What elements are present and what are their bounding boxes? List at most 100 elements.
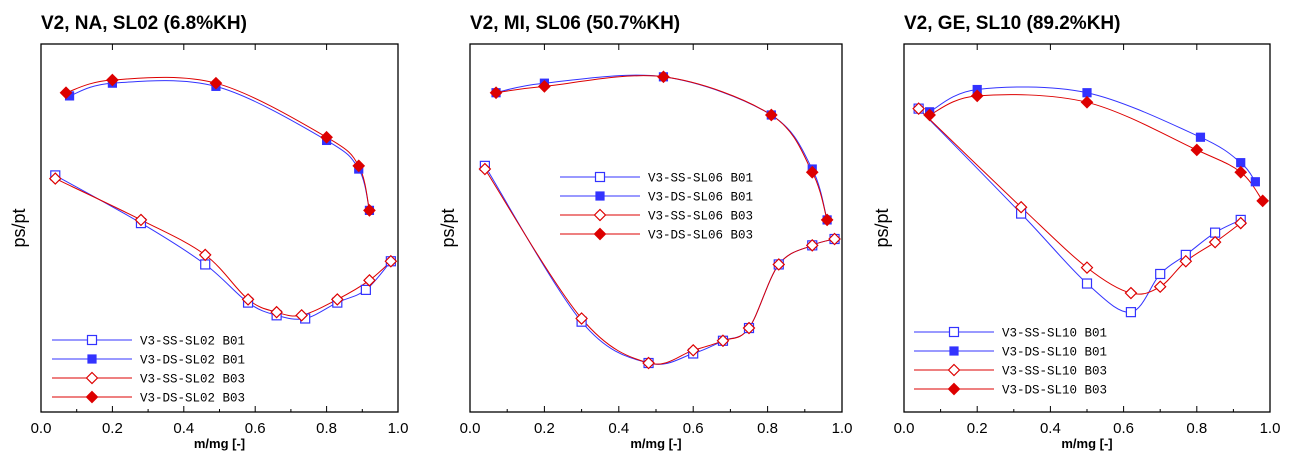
data-point-s4 <box>970 89 984 103</box>
data-point-s3 <box>1124 286 1138 300</box>
data-point-s2 <box>1250 177 1260 187</box>
x-tick-label: 0.2 <box>102 420 123 437</box>
data-point-s4 <box>1190 143 1204 157</box>
x-tick-label: 0.0 <box>894 420 915 437</box>
x-axis-label: m/mg [-] <box>1061 436 1112 451</box>
series-line-3 <box>918 108 1242 295</box>
data-point-s1 <box>1209 227 1221 238</box>
series-line-2 <box>929 86 1256 183</box>
legend-entry: V3-SS-SL02 B01 <box>140 335 245 349</box>
data-point-s3 <box>742 321 756 335</box>
legend-marker <box>85 371 99 385</box>
data-point-s4 <box>352 159 366 173</box>
data-point-s2 <box>1082 88 1092 98</box>
data-point-s3 <box>772 258 786 271</box>
legend-entry: V3-SS-SL06 B01 <box>648 172 753 186</box>
chart-title: V2, GE, SL10 (89.2%KH) <box>904 13 1120 34</box>
x-tick-label: 0.6 <box>1113 420 1134 437</box>
legend-entry: V3-DS-SL02 B03 <box>140 392 245 406</box>
legend-entry: V3-DS-SL06 B03 <box>648 229 753 243</box>
data-point-s4 <box>59 86 73 100</box>
legend-marker <box>85 390 99 404</box>
legend-marker <box>948 326 960 338</box>
data-point-s1 <box>1081 278 1093 289</box>
legend: V3-SS-SL02 B01 V3-DS-SL02 B01 V3-SS-SL02 B… <box>52 335 245 406</box>
x-tick-label: 1.0 <box>1260 420 1281 437</box>
data-point-s3 <box>241 293 255 306</box>
data-point-s3 <box>828 232 841 246</box>
x-tick-label: 0.8 <box>757 420 778 437</box>
chart-panel-1: V2, NA, SL02 (6.8%KH) 0.0 0.2 0.4 0.6 0.8 1.0 m… <box>9 13 408 451</box>
data-point-s4 <box>489 86 503 100</box>
x-tick-label: 0.4 <box>608 420 629 437</box>
data-point-s4 <box>320 130 333 144</box>
legend-entry: V3-DS-SL10 B01 <box>1002 346 1107 360</box>
data-point-s4 <box>1256 194 1270 208</box>
x-tick-label: 0.8 <box>1186 420 1207 437</box>
legend-marker <box>86 334 98 346</box>
x-tick-label: 0.6 <box>683 420 704 437</box>
data-point-s4 <box>820 213 834 227</box>
data-point-s3 <box>363 273 376 287</box>
data-point-s4 <box>106 73 119 87</box>
data-point-s3 <box>330 293 344 306</box>
chart-panel-3: V2, GE, SL10 (89.2%KH) 0.0 0.2 0.4 0.6 0.8 1.0… <box>872 13 1280 451</box>
data-point-s1 <box>360 284 371 295</box>
data-point-s3 <box>478 162 492 176</box>
data-point-s3 <box>1080 261 1094 274</box>
data-point-s4 <box>657 70 670 84</box>
data-point-s3 <box>716 334 730 348</box>
x-tick-label: 0.8 <box>316 420 337 437</box>
legend: V3-SS-SL06 B01 V3-DS-SL06 B01 V3-SS-SL06 B… <box>560 172 753 243</box>
x-axis-label: m/mg [-] <box>194 436 245 451</box>
chart-panel-2: V2, MI, SL06 (50.7%KH) 0.0 0.2 0.4 0.6 0.8 1.0… <box>438 13 852 451</box>
legend-entry: V3-SS-SL10 B03 <box>1002 365 1107 379</box>
series-line-2 <box>69 80 370 211</box>
data-point-s3 <box>1179 254 1193 268</box>
x-tick-label: 1.0 <box>388 420 409 437</box>
data-point-s4 <box>1080 95 1094 109</box>
data-point-s3 <box>686 343 700 357</box>
legend-entry: V3-DS-SL02 B01 <box>140 354 245 368</box>
data-point-s4 <box>764 108 778 122</box>
legend-entry: V3-DS-SL10 B03 <box>1002 384 1107 398</box>
series-line-4 <box>929 94 1264 202</box>
data-point-s3 <box>384 254 398 268</box>
x-tick-label: 0.4 <box>173 420 194 437</box>
legend-entry: V3-SS-SL10 B01 <box>1002 327 1107 341</box>
data-point-s1 <box>1125 307 1137 318</box>
data-point-s3 <box>1153 280 1167 294</box>
x-tick-label: 0.6 <box>245 420 266 437</box>
data-point-s2 <box>1236 158 1246 168</box>
data-point-s2 <box>1195 132 1206 142</box>
data-point-s4 <box>209 76 223 90</box>
legend-marker <box>595 191 605 201</box>
chart-title: V2, NA, SL02 (6.8%KH) <box>41 13 247 34</box>
x-tick-label: 1.0 <box>832 420 853 437</box>
chart-title: V2, MI, SL06 (50.7%KH) <box>470 13 680 34</box>
data-point-s3 <box>1208 235 1222 249</box>
data-point-s1 <box>200 259 211 270</box>
legend-marker <box>593 208 607 222</box>
data-point-s3 <box>134 213 148 227</box>
x-axis-label: m/mg [-] <box>630 436 681 451</box>
x-tick-label: 0.0 <box>460 420 481 437</box>
data-point-s3 <box>912 102 925 115</box>
legend-marker <box>949 346 959 356</box>
data-point-s3 <box>270 305 283 319</box>
data-point-s3 <box>805 239 819 252</box>
legend: V3-SS-SL10 B01 V3-DS-SL10 B01 V3-SS-SL10 B… <box>914 327 1107 398</box>
data-point-s1 <box>1155 268 1166 280</box>
x-tick-label: 0.0 <box>31 420 52 437</box>
data-point-s4 <box>805 165 819 179</box>
data-point-s3 <box>575 312 588 325</box>
x-tick-label: 0.2 <box>534 420 555 437</box>
y-axis-label: ps/pt <box>872 208 892 247</box>
data-point-s4 <box>923 108 936 122</box>
y-axis-label: ps/pt <box>9 208 29 247</box>
legend-marker <box>593 227 607 241</box>
data-point-s4 <box>1234 165 1248 179</box>
data-point-s4 <box>363 204 376 217</box>
legend-entry: V3-SS-SL06 B03 <box>648 210 753 224</box>
